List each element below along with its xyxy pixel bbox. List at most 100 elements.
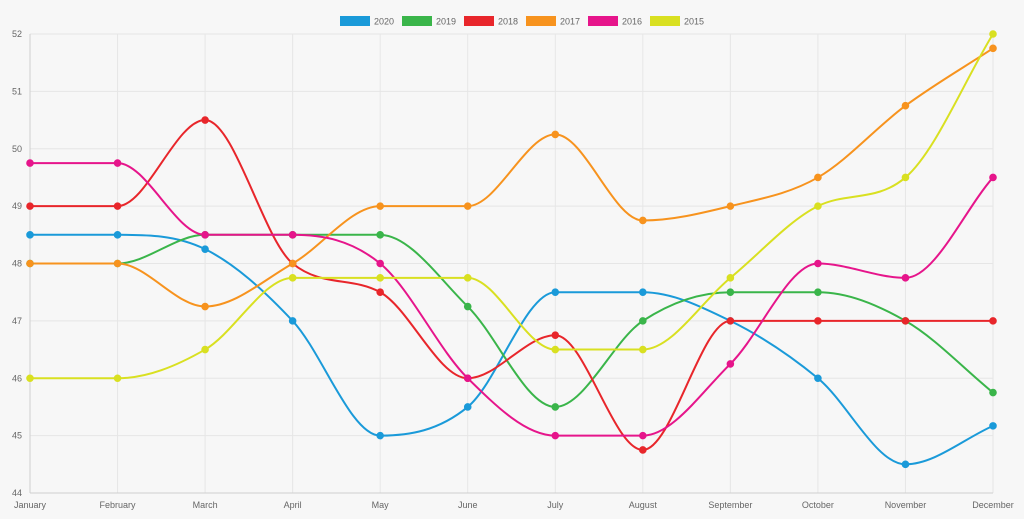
data-point-2020[interactable] [901, 460, 910, 469]
data-point-2016[interactable] [201, 231, 209, 239]
legend-swatch [402, 16, 432, 26]
data-point-2018[interactable] [201, 116, 209, 124]
data-points [26, 30, 997, 469]
data-point-2018[interactable] [989, 317, 997, 325]
legend-swatch [340, 16, 370, 26]
x-tick-label: January [14, 500, 47, 510]
legend-label: 2019 [436, 17, 456, 27]
data-point-2017[interactable] [989, 44, 997, 53]
data-point-2020[interactable] [201, 245, 209, 253]
data-point-2016[interactable] [288, 231, 297, 239]
y-tick-label: 51 [12, 86, 22, 96]
data-point-2017[interactable] [26, 259, 34, 268]
legend-item-2019[interactable]: 2019 [402, 16, 456, 27]
data-point-2015[interactable] [639, 345, 647, 354]
series-line-2016 [30, 162, 994, 437]
x-tick-label: May [372, 500, 390, 510]
data-point-2019[interactable] [376, 231, 384, 239]
data-point-2020[interactable] [814, 374, 822, 383]
data-point-2020[interactable] [639, 288, 647, 296]
data-point-2017[interactable] [551, 130, 560, 139]
x-tick-label: October [802, 500, 834, 510]
data-point-2018[interactable] [814, 317, 822, 325]
series-line-2020 [29, 233, 994, 466]
data-point-2015[interactable] [989, 30, 997, 38]
data-point-2015[interactable] [463, 274, 472, 282]
data-point-2020[interactable] [989, 422, 997, 430]
y-tick-label: 50 [12, 144, 22, 154]
y-tick-label: 49 [12, 201, 22, 211]
data-point-2016[interactable] [814, 259, 822, 268]
data-point-2016[interactable] [376, 259, 384, 268]
legend-item-2020[interactable]: 2020 [340, 16, 394, 27]
data-point-2017[interactable] [639, 216, 647, 225]
data-point-2017[interactable] [463, 202, 472, 210]
legend-swatch [464, 16, 494, 26]
data-point-2016[interactable] [989, 173, 997, 182]
data-point-2015[interactable] [376, 274, 384, 282]
x-tick-label: February [100, 500, 137, 510]
legend-item-2015[interactable]: 2015 [650, 16, 704, 27]
data-point-2015[interactable] [814, 202, 822, 210]
legend-item-2017[interactable]: 2017 [526, 16, 580, 27]
data-point-2016[interactable] [551, 431, 560, 440]
data-point-2019[interactable] [989, 388, 997, 397]
legend-swatch [650, 16, 680, 26]
data-point-2017[interactable] [901, 101, 910, 110]
legend-label: 2020 [374, 17, 394, 27]
data-point-2020[interactable] [376, 431, 384, 440]
data-point-2015[interactable] [726, 274, 735, 282]
data-point-2016[interactable] [726, 360, 735, 368]
data-point-2015[interactable] [201, 345, 209, 354]
data-point-2017[interactable] [201, 302, 209, 311]
data-point-2017[interactable] [376, 202, 384, 210]
legend-swatch [526, 16, 556, 26]
data-point-2018[interactable] [639, 446, 647, 454]
data-point-2018[interactable] [726, 317, 735, 325]
series-lines [29, 33, 994, 466]
data-point-2017[interactable] [814, 173, 822, 182]
data-point-2018[interactable] [376, 288, 384, 296]
data-point-2018[interactable] [113, 202, 122, 210]
legend-label: 2016 [622, 17, 642, 27]
data-point-2015[interactable] [288, 274, 297, 282]
data-point-2019[interactable] [639, 317, 647, 325]
axes: 44 45 46 47 48 49 50 51 52 January February March Ap… [12, 29, 1014, 510]
data-point-2015[interactable] [26, 374, 34, 383]
x-tick-label: June [458, 500, 478, 510]
legend[interactable]: 2020 2019 2018 2017 2016 2015 [340, 16, 704, 27]
data-point-2017[interactable] [113, 259, 122, 268]
legend-swatch [588, 16, 618, 26]
data-point-2019[interactable] [726, 288, 735, 296]
data-point-2020[interactable] [113, 231, 122, 239]
legend-item-2016[interactable]: 2016 [588, 16, 642, 27]
data-point-2015[interactable] [113, 374, 122, 383]
legend-item-2018[interactable]: 2018 [464, 16, 518, 27]
data-point-2019[interactable] [463, 302, 472, 311]
data-point-2019[interactable] [814, 288, 822, 296]
data-point-2020[interactable] [288, 317, 297, 325]
data-point-2016[interactable] [639, 431, 647, 440]
data-point-2018[interactable] [551, 331, 560, 340]
data-point-2017[interactable] [288, 259, 297, 268]
data-point-2015[interactable] [551, 345, 560, 354]
data-point-2015[interactable] [901, 173, 910, 182]
data-point-2020[interactable] [551, 288, 560, 296]
legend-label: 2018 [498, 17, 518, 27]
data-point-2019[interactable] [551, 403, 560, 411]
data-point-2020[interactable] [463, 403, 472, 411]
data-point-2018[interactable] [26, 202, 34, 210]
x-tick-label: April [284, 500, 302, 510]
data-point-2016[interactable] [113, 159, 122, 167]
data-point-2020[interactable] [26, 231, 34, 239]
data-point-2018[interactable] [901, 317, 910, 325]
grid [29, 33, 994, 494]
data-point-2016[interactable] [463, 374, 472, 383]
y-tick-label: 45 [12, 431, 22, 441]
y-tick-label: 44 [12, 488, 22, 498]
data-point-2017[interactable] [726, 202, 735, 210]
data-point-2016[interactable] [26, 159, 34, 167]
data-point-2016[interactable] [901, 274, 910, 282]
